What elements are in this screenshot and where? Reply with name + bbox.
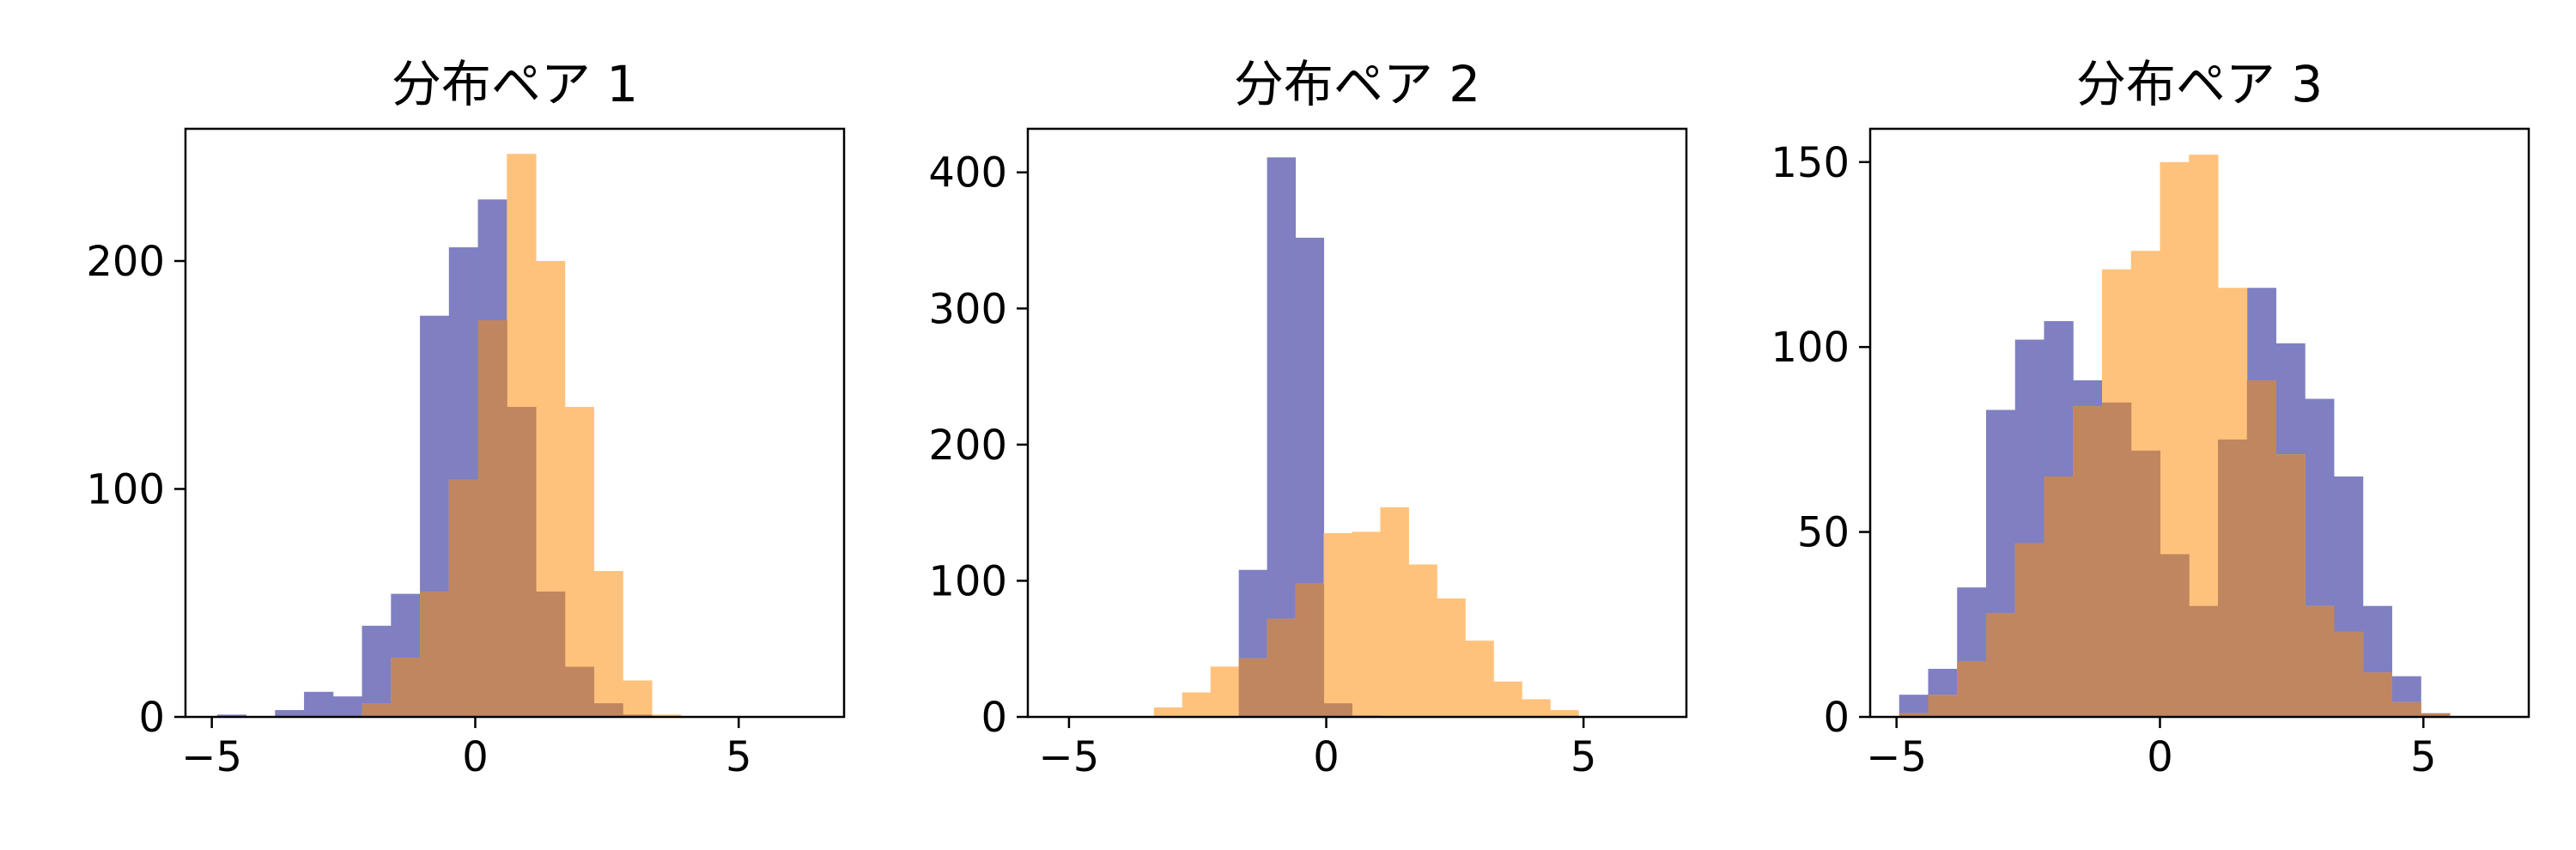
- x-tick-label: 5: [726, 733, 752, 781]
- plot-frame: [1868, 127, 2530, 719]
- histogram-bar-overlap: [1267, 618, 1297, 717]
- histogram-bar-series-b: [1437, 598, 1466, 717]
- y-tick-label: 100: [86, 465, 165, 513]
- y-tick-label: 200: [928, 422, 1007, 470]
- y-tick-label: 400: [928, 149, 1007, 197]
- histogram-bar-overlap: [2362, 672, 2392, 717]
- x-tick-label: −5: [1866, 733, 1927, 781]
- chart-title: 分布ペア 1: [392, 55, 638, 113]
- histogram-bar-overlap: [2189, 605, 2219, 717]
- histogram-bar-series-b: [1380, 507, 1409, 717]
- histogram-bar-series-b: [1182, 692, 1212, 717]
- x-tick-label: −5: [181, 733, 242, 781]
- histogram-bar-overlap: [420, 591, 450, 717]
- histogram-bar-overlap: [2014, 543, 2044, 717]
- histogram-bar-overlap: [1928, 695, 1958, 717]
- histogram-bar-overlap: [623, 714, 653, 717]
- y-tick-label: 0: [1823, 694, 1850, 742]
- histogram-bar-overlap: [2246, 379, 2276, 717]
- chart-title: 分布ペア 2: [1234, 55, 1480, 113]
- histogram-bar-overlap: [507, 406, 537, 717]
- x-tick-label: 0: [462, 733, 489, 781]
- histogram-bar-overlap: [2333, 631, 2364, 717]
- histogram-bar-overlap: [1899, 713, 1929, 717]
- chart-title: 分布ペア 3: [2076, 55, 2323, 113]
- histogram-bar-overlap: [2421, 713, 2451, 717]
- histogram-bar-series-b: [593, 571, 623, 717]
- y-tick-label: 300: [928, 285, 1007, 333]
- histogram-bar-overlap: [2160, 554, 2190, 717]
- x-tick-label: 5: [1571, 733, 1597, 781]
- histogram-bar-overlap: [391, 657, 421, 717]
- histogram-bar-overlap: [477, 320, 507, 717]
- histogram-bar-overlap: [2275, 454, 2306, 717]
- histogram-bar-series-b: [1352, 531, 1381, 717]
- plot-frame: [1026, 127, 1688, 719]
- histogram-bar-overlap: [2391, 701, 2421, 717]
- histogram-bar-series-b: [1465, 641, 1494, 717]
- histogram-bar-overlap: [536, 591, 566, 717]
- y-tick-label: 200: [86, 238, 165, 286]
- histogram-bar-series-b: [564, 406, 595, 717]
- histogram-bar-overlap: [1295, 583, 1325, 717]
- plot-frame: [184, 127, 846, 719]
- histogram-bar-series-a: [332, 696, 363, 717]
- histogram-bar-series-b: [1408, 564, 1437, 717]
- histogram-bar-series-b: [652, 714, 682, 717]
- histogram-bar-overlap: [1957, 661, 1987, 717]
- histogram-bar-series-b: [1522, 699, 1551, 717]
- histogram-bar-series-a: [304, 691, 334, 717]
- histogram-bar-overlap: [1985, 613, 2016, 717]
- histogram-bar-series-b: [1323, 532, 1353, 717]
- x-tick-label: 0: [2147, 733, 2173, 781]
- histogram-bar-overlap: [2101, 402, 2132, 717]
- histogram-bar-series-a: [361, 625, 392, 717]
- histogram-bar-overlap: [593, 703, 623, 717]
- y-tick-label: 0: [138, 694, 165, 742]
- histogram-bar-overlap: [1323, 703, 1353, 717]
- x-tick-label: 5: [2410, 733, 2437, 781]
- histogram-bar-overlap: [2044, 476, 2074, 717]
- y-tick-label: 0: [981, 694, 1007, 742]
- histogram-bar-overlap: [2130, 450, 2160, 717]
- x-tick-label: 0: [1313, 733, 1340, 781]
- histogram-bar-series-b: [1550, 710, 1579, 717]
- histogram-bar-series-a: [275, 710, 305, 717]
- histogram-bar-series-b: [1210, 666, 1240, 717]
- histogram-bar-overlap: [1238, 658, 1268, 717]
- y-tick-label: 100: [928, 557, 1007, 605]
- histogram-bar-overlap: [564, 666, 595, 717]
- histogram-bar-series-a: [216, 714, 247, 717]
- histogram-bar-overlap: [2073, 406, 2103, 717]
- histogram-bar-series-b: [1493, 681, 1522, 717]
- histogram-bar-overlap: [2305, 605, 2335, 717]
- y-tick-label: 150: [1771, 139, 1850, 187]
- histogram-bar-series-b: [623, 680, 653, 717]
- histogram-bar-series-b: [1153, 707, 1183, 717]
- y-tick-label: 50: [1797, 509, 1850, 557]
- y-tick-label: 100: [1771, 324, 1850, 372]
- histogram-bar-overlap: [448, 479, 479, 717]
- histogram-bar-overlap: [2217, 439, 2248, 717]
- histogram-bar-overlap: [361, 703, 392, 717]
- x-tick-label: −5: [1039, 733, 1100, 781]
